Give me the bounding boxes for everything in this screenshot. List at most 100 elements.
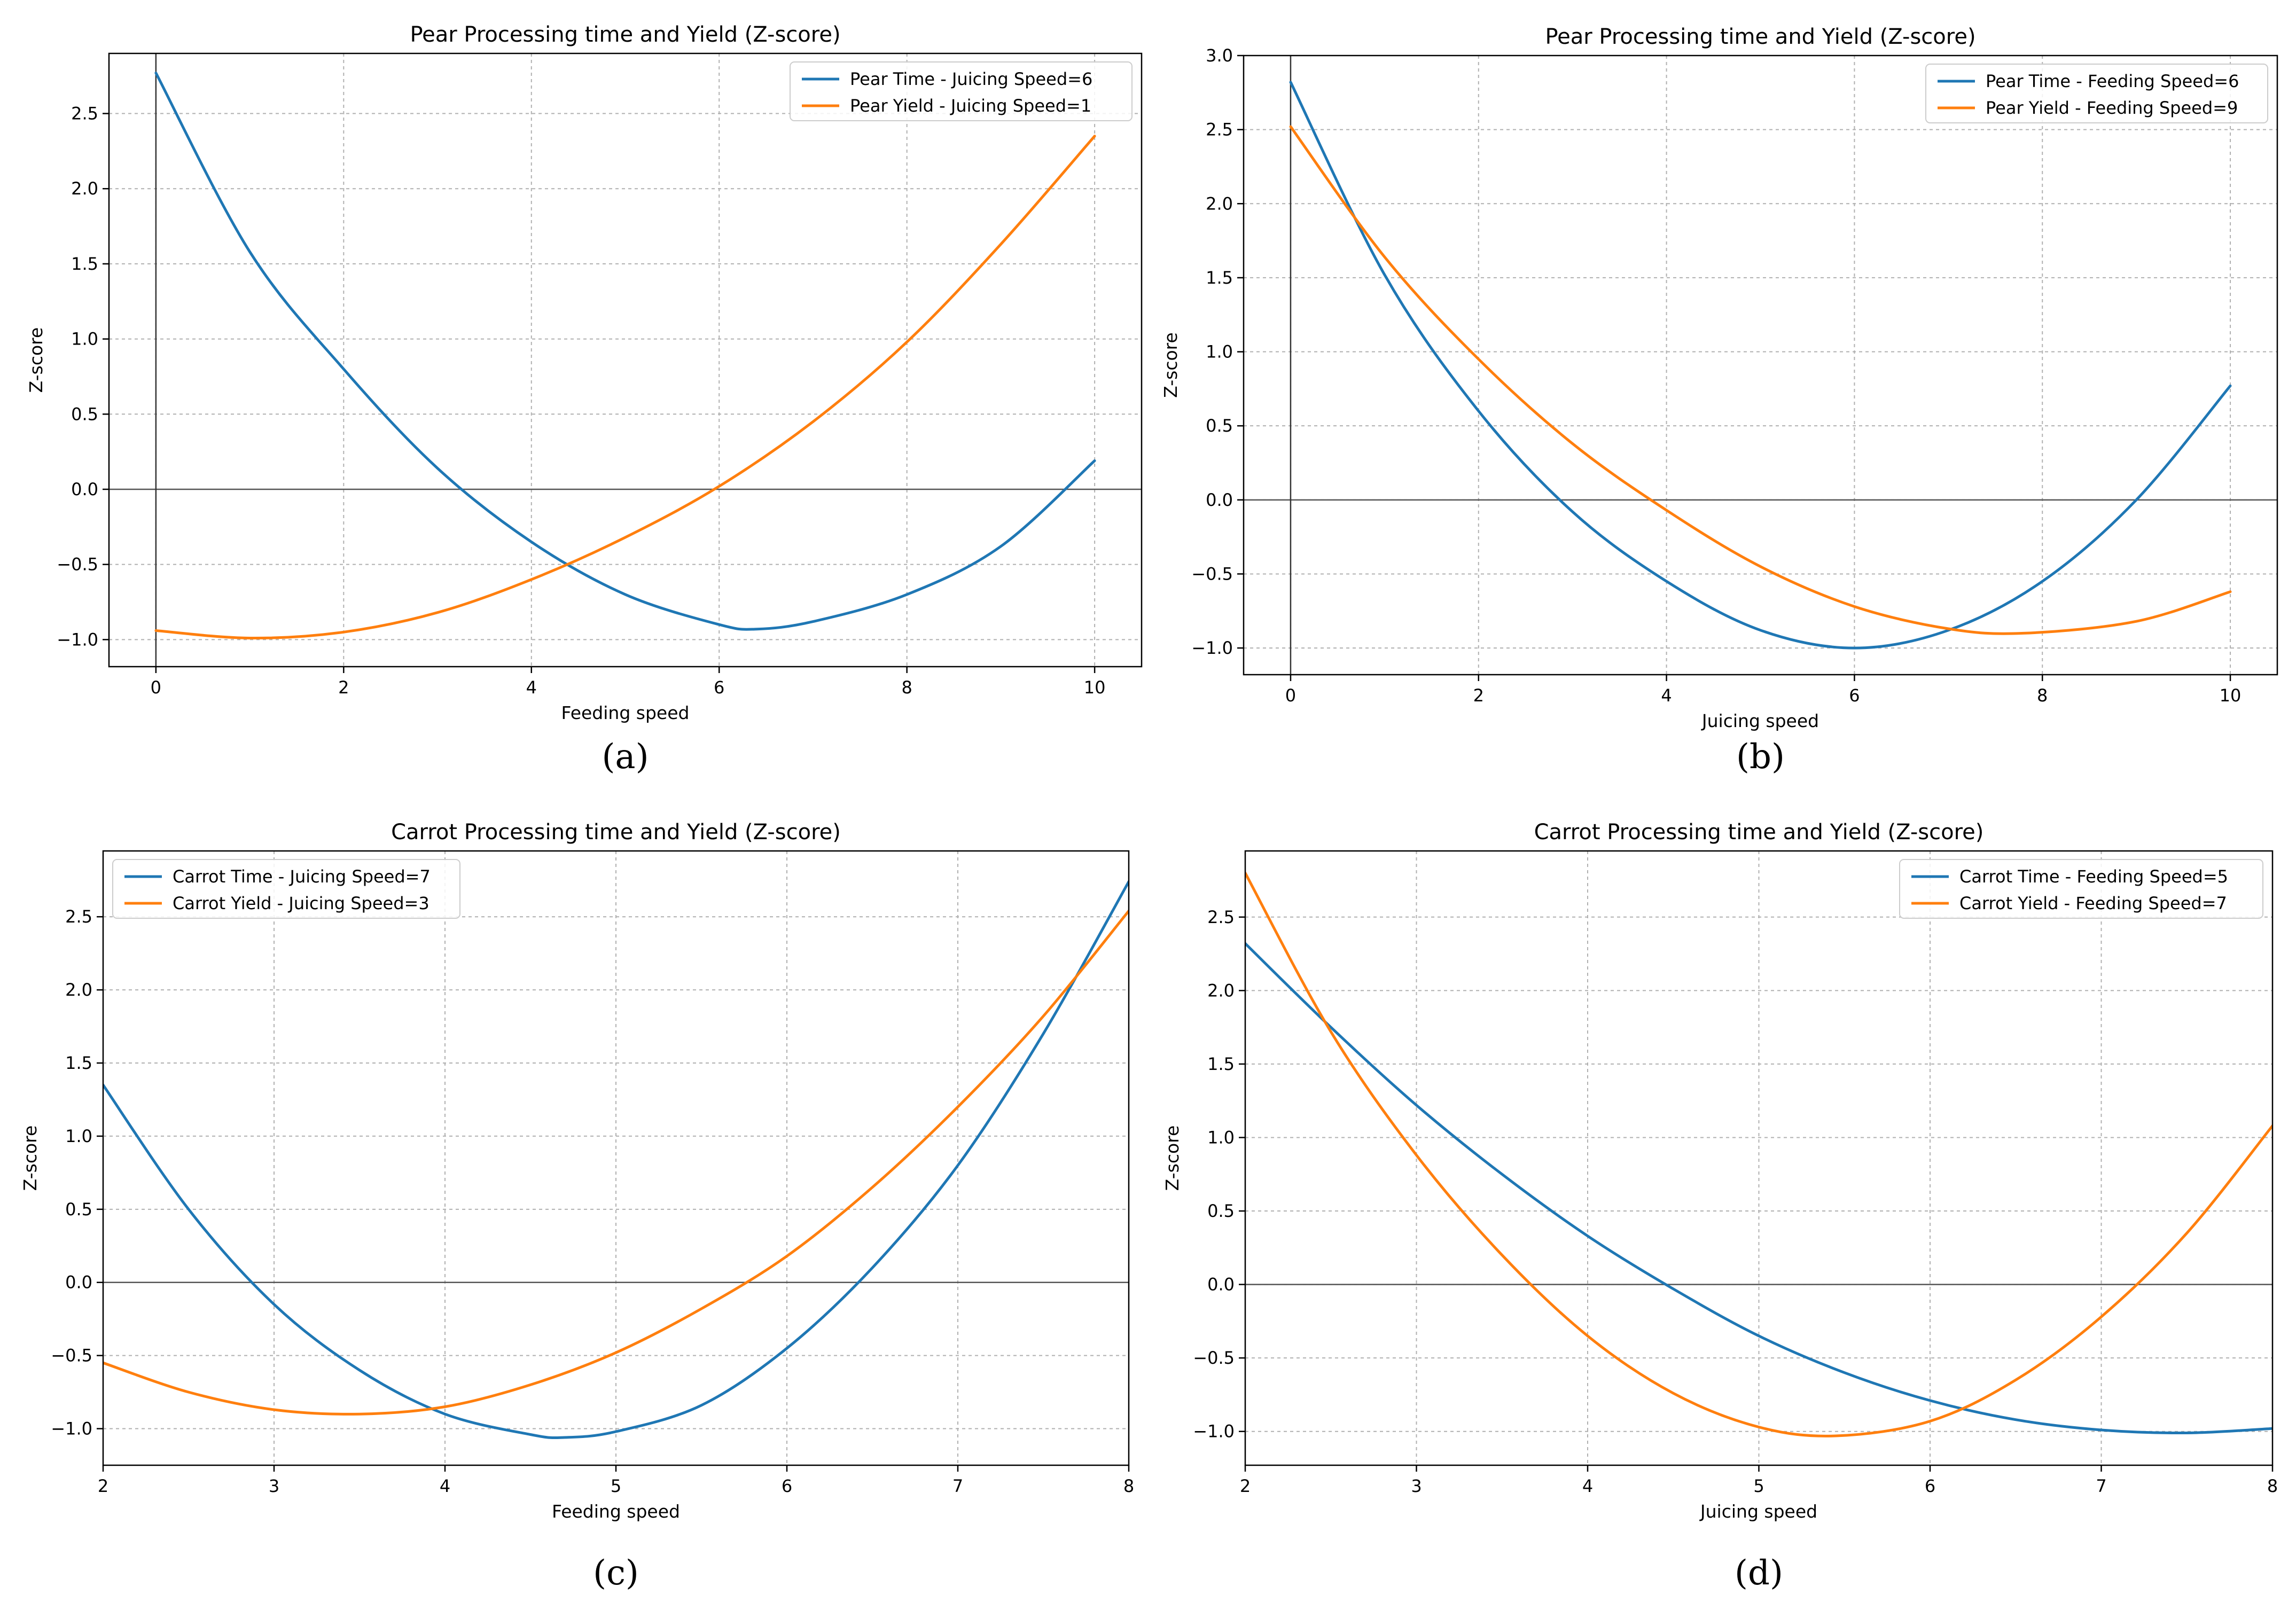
legend-entry: Carrot Time - Feeding Speed=5	[1959, 866, 2228, 887]
x-tick-label: 6	[782, 1476, 792, 1496]
series-group	[154, 72, 1096, 640]
series-line-yield	[154, 135, 1096, 640]
chart-title: Pear Processing time and Yield (Z-score)	[1545, 25, 1975, 49]
chart-panel-a: 0 2 4 6 8 10 −1.0 −0.5 0.0 0.5 1.0 1.5 2.0 2.5 Pear Pr…	[26, 22, 1143, 777]
y-tick-label: 2.5	[65, 906, 92, 927]
x-tick-label: 4	[1582, 1476, 1593, 1496]
x-tick-label: 3	[1411, 1476, 1422, 1496]
legend: Pear Time - Feeding Speed=6 Pear Yield - …	[1925, 64, 2268, 123]
axes-frame	[1243, 54, 2278, 676]
legend: Carrot Time - Feeding Speed=5 Carrot Yiel…	[1899, 859, 2263, 919]
series-line-yield	[1289, 125, 2232, 635]
series-line-time	[1245, 942, 2272, 1435]
series-line-yield	[103, 909, 1129, 1416]
legend-entry: Pear Time - Juicing Speed=6	[850, 69, 1092, 89]
series-line-time	[154, 72, 1096, 631]
x-tick-label: 5	[611, 1476, 621, 1496]
y-tick-label: −1.0	[1191, 638, 1233, 658]
y-tick-label: 0.5	[1206, 416, 1233, 436]
y-axis-label: Z-score	[1160, 332, 1181, 398]
plot-area	[103, 851, 1129, 1465]
legend-entry: Pear Time - Feeding Speed=6	[1986, 71, 2239, 91]
x-tick-label: 0	[1285, 685, 1296, 706]
x-tick-label: 4	[440, 1476, 450, 1496]
x-tick-label: 2	[1240, 1476, 1251, 1496]
legend-entry: Carrot Yield - Juicing Speed=3	[173, 893, 429, 913]
y-tick-label: 0.0	[1207, 1275, 1235, 1295]
x-tick-label: 2	[98, 1476, 108, 1496]
series-line-time	[103, 880, 1129, 1440]
legend-entry: Pear Yield - Juicing Speed=1	[850, 96, 1091, 116]
y-tick-label: 1.0	[71, 329, 98, 349]
x-tick-label: 7	[952, 1476, 963, 1496]
x-axis-label: Juicing speed	[1699, 1501, 1817, 1522]
legend-entry: Carrot Yield - Feeding Speed=7	[1959, 893, 2227, 913]
y-tick-label: 0.0	[1206, 490, 1233, 510]
y-tick-label: 2.0	[1207, 980, 1235, 1001]
x-tick-label: 5	[1753, 1476, 1764, 1496]
panel-label: (c)	[593, 1553, 639, 1593]
panel-label: (a)	[602, 737, 649, 777]
y-tick-label: 0.0	[65, 1272, 92, 1293]
x-tick-label: 4	[1661, 685, 1672, 706]
y-tick-label: 1.5	[65, 1053, 92, 1073]
x-tick-label: 8	[902, 677, 912, 698]
series-line-yield	[1245, 871, 2272, 1437]
y-tick-label: −0.5	[1191, 564, 1233, 584]
legend-box	[790, 61, 1133, 121]
legend: Carrot Time - Juicing Speed=7 Carrot Yiel…	[112, 859, 460, 919]
x-tick-label: 10	[1084, 677, 1106, 698]
y-tick-label: 2.5	[71, 104, 98, 124]
x-axis-label: Juicing speed	[1701, 710, 1819, 731]
y-tick-label: 3.0	[1206, 45, 1233, 66]
y-tick-label: −1.0	[57, 629, 98, 650]
y-tick-label: −1.0	[1193, 1421, 1235, 1442]
y-tick-label: 0.5	[71, 404, 98, 424]
y-tick-label: 1.0	[1207, 1127, 1235, 1147]
legend-entry: Carrot Time - Juicing Speed=7	[173, 866, 431, 887]
y-tick-label: 1.5	[1206, 268, 1233, 288]
panel-label: (b)	[1736, 737, 1785, 777]
x-axis-label: Feeding speed	[561, 702, 690, 723]
x-tick-label: 8	[2267, 1476, 2278, 1496]
y-tick-label: −0.5	[57, 554, 98, 575]
x-tick-label: 8	[2037, 685, 2048, 706]
x-tick-label: 3	[269, 1476, 279, 1496]
plot-area	[1244, 56, 2277, 675]
x-tick-label: 10	[2220, 685, 2242, 706]
x-tick-label: 6	[1925, 1476, 1935, 1496]
x-tick-label: 8	[1123, 1476, 1134, 1496]
x-axis-label: Feeding speed	[552, 1501, 680, 1522]
y-tick-label: 0.5	[1207, 1201, 1235, 1221]
chart-panel-b: 0 2 4 6 8 10 −1.0 −0.5 0.0 0.5 1.0 1.5 2.0 2.5 3.0 Pear…	[1160, 25, 2278, 777]
y-tick-label: −1.0	[51, 1419, 92, 1439]
legend: Pear Time - Juicing Speed=6 Pear Yield - …	[790, 61, 1133, 121]
y-tick-label: 1.5	[71, 254, 98, 274]
y-tick-label: 1.5	[1207, 1054, 1235, 1074]
y-tick-label: 1.0	[65, 1126, 92, 1146]
y-axis-label: Z-score	[1162, 1126, 1183, 1191]
chart-title: Carrot Processing time and Yield (Z-scor…	[1534, 820, 1984, 845]
y-tick-label: 2.5	[1206, 120, 1233, 140]
panel-label: (d)	[1735, 1553, 1783, 1593]
x-tick-label: 6	[1849, 685, 1860, 706]
y-axis-label: Z-score	[26, 327, 46, 393]
x-tick-label: 2	[338, 677, 349, 698]
y-tick-label: 1.0	[1206, 342, 1233, 362]
legend-box	[1899, 859, 2263, 919]
x-tick-label: 7	[2096, 1476, 2106, 1496]
series-group	[103, 880, 1129, 1440]
x-tick-label: 0	[151, 677, 161, 698]
x-tick-label: 6	[714, 677, 724, 698]
legend-entry: Pear Yield - Feeding Speed=9	[1986, 98, 2238, 118]
y-tick-label: 2.0	[71, 178, 98, 199]
x-tick-label: 2	[1473, 685, 1484, 706]
y-axis-label: Z-score	[20, 1126, 41, 1191]
y-tick-label: 2.0	[65, 980, 92, 1000]
y-tick-label: −0.5	[51, 1346, 92, 1366]
plot-area	[1245, 851, 2272, 1465]
series-group	[1245, 871, 2272, 1437]
series-group	[1289, 81, 2232, 650]
chart-title: Carrot Processing time and Yield (Z-scor…	[391, 820, 841, 845]
